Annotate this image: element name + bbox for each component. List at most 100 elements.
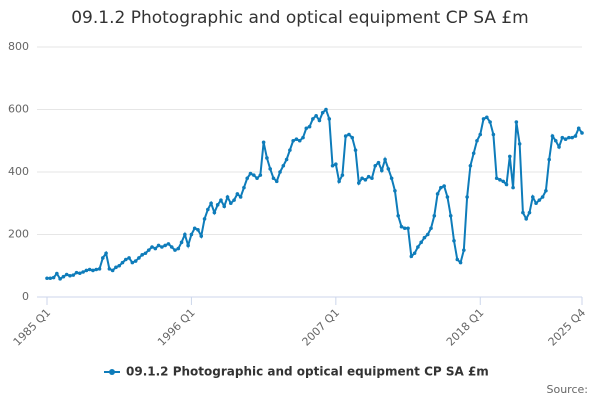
legend-label: 09.1.2 Photographic and optical equipmen…	[126, 365, 489, 379]
point	[389, 176, 394, 181]
point	[189, 232, 194, 237]
point	[462, 248, 466, 252]
chart-title: 09.1.2 Photographic and optical equipmen…	[71, 8, 529, 28]
point	[366, 174, 371, 179]
point	[153, 246, 158, 251]
legend-marker	[109, 369, 115, 375]
point	[100, 256, 105, 260]
point	[130, 260, 135, 265]
point	[337, 179, 341, 184]
point	[288, 148, 292, 152]
point	[363, 178, 368, 182]
x-tick-label: 1996 Q1	[155, 306, 198, 349]
point	[120, 260, 125, 265]
point	[314, 113, 318, 118]
point	[485, 115, 489, 120]
point	[97, 267, 102, 271]
x-tick-label: 2025 Q4	[546, 306, 589, 349]
point	[183, 232, 187, 237]
point	[225, 195, 230, 199]
point	[396, 213, 400, 218]
point	[580, 131, 584, 135]
point	[202, 217, 207, 221]
point	[563, 137, 568, 141]
point	[347, 132, 351, 137]
point	[327, 117, 332, 121]
point	[278, 170, 282, 174]
point	[379, 168, 384, 173]
point	[294, 137, 299, 141]
point	[399, 224, 404, 229]
point	[94, 267, 99, 272]
point	[271, 176, 276, 181]
point	[81, 270, 85, 274]
point	[215, 203, 220, 207]
point	[320, 110, 325, 115]
point	[143, 251, 148, 256]
point	[209, 201, 213, 206]
point	[301, 135, 305, 140]
point	[357, 181, 361, 185]
point	[402, 226, 407, 231]
point	[51, 275, 56, 280]
y-tick-label: 400	[8, 165, 29, 178]
point	[442, 184, 446, 188]
point	[514, 120, 519, 124]
point	[576, 126, 581, 131]
point	[206, 207, 210, 212]
point	[235, 192, 240, 196]
point	[501, 179, 506, 184]
point	[458, 260, 463, 265]
point	[150, 245, 154, 249]
y-tick-label: 600	[8, 103, 29, 116]
point	[567, 135, 571, 140]
point	[84, 268, 89, 273]
point	[481, 117, 486, 121]
x-tick-label: 1985 Q1	[11, 306, 54, 349]
point	[471, 151, 476, 156]
point	[45, 276, 49, 281]
point	[340, 173, 345, 177]
point	[422, 235, 427, 240]
point	[435, 192, 440, 196]
point	[350, 135, 355, 140]
point	[127, 256, 131, 260]
point	[386, 167, 391, 171]
point	[360, 176, 364, 181]
point	[468, 163, 473, 168]
point	[540, 195, 545, 199]
point	[78, 271, 82, 276]
point	[268, 167, 272, 171]
point	[412, 251, 417, 256]
point	[166, 242, 171, 246]
point	[222, 204, 227, 209]
point	[527, 210, 532, 215]
point	[219, 198, 223, 202]
point	[307, 124, 312, 129]
point	[511, 185, 515, 190]
point	[570, 135, 574, 140]
y-tick-label: 800	[8, 40, 29, 53]
y-tick-label: 0	[22, 290, 29, 303]
point	[123, 257, 128, 262]
point	[176, 246, 181, 251]
point	[291, 138, 295, 143]
point	[547, 157, 551, 162]
point	[212, 210, 217, 215]
point	[137, 256, 141, 260]
point	[68, 273, 72, 278]
point	[557, 145, 561, 149]
point	[163, 243, 167, 248]
point	[261, 140, 266, 145]
point	[229, 201, 233, 206]
y-tick-label: 200	[8, 228, 29, 241]
point	[343, 134, 348, 138]
point	[393, 188, 397, 193]
point	[74, 270, 79, 275]
point	[248, 171, 253, 176]
point	[179, 240, 184, 245]
point	[71, 273, 76, 277]
point	[429, 226, 433, 231]
point	[560, 135, 565, 140]
point	[330, 163, 335, 168]
